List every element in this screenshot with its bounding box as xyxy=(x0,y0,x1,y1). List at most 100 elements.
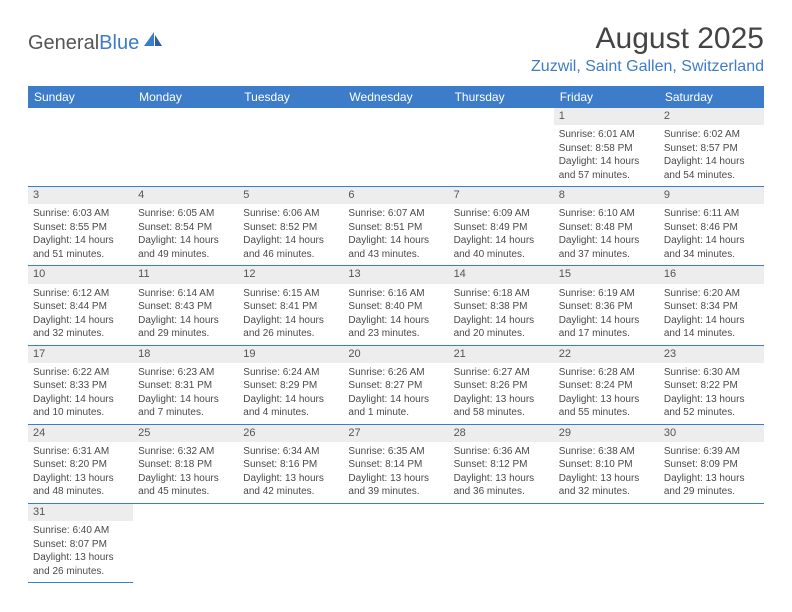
sunset-text: Sunset: 8:10 PM xyxy=(559,458,654,472)
day-details: Sunrise: 6:26 AMSunset: 8:27 PMDaylight:… xyxy=(343,363,448,424)
daylight-text: Daylight: 13 hours and 29 minutes. xyxy=(664,472,759,499)
calendar-cell xyxy=(343,503,448,582)
calendar-body: 1Sunrise: 6:01 AMSunset: 8:58 PMDaylight… xyxy=(28,108,764,583)
calendar-cell: 20Sunrise: 6:26 AMSunset: 8:27 PMDayligh… xyxy=(343,345,448,424)
daylight-text: Daylight: 14 hours and 10 minutes. xyxy=(33,393,128,420)
day-number: 19 xyxy=(238,346,343,363)
daylight-text: Daylight: 14 hours and 49 minutes. xyxy=(138,234,233,261)
sunrise-text: Sunrise: 6:35 AM xyxy=(348,445,443,459)
logo-text-general: General xyxy=(28,32,99,55)
day-number: 23 xyxy=(659,346,764,363)
day-number: 15 xyxy=(554,266,659,283)
day-number: 16 xyxy=(659,266,764,283)
calendar-cell xyxy=(343,108,448,187)
day-details: Sunrise: 6:11 AMSunset: 8:46 PMDaylight:… xyxy=(659,204,764,265)
sunset-text: Sunset: 8:54 PM xyxy=(138,221,233,235)
sunset-text: Sunset: 8:14 PM xyxy=(348,458,443,472)
calendar-cell: 19Sunrise: 6:24 AMSunset: 8:29 PMDayligh… xyxy=(238,345,343,424)
sunrise-text: Sunrise: 6:03 AM xyxy=(33,207,128,221)
calendar-cell xyxy=(449,108,554,187)
calendar-cell: 5Sunrise: 6:06 AMSunset: 8:52 PMDaylight… xyxy=(238,187,343,266)
sunset-text: Sunset: 8:26 PM xyxy=(454,379,549,393)
sunrise-text: Sunrise: 6:36 AM xyxy=(454,445,549,459)
sunset-text: Sunset: 8:07 PM xyxy=(33,538,128,552)
day-number: 12 xyxy=(238,266,343,283)
day-number: 27 xyxy=(343,425,448,442)
daylight-text: Daylight: 13 hours and 55 minutes. xyxy=(559,393,654,420)
sunrise-text: Sunrise: 6:06 AM xyxy=(243,207,338,221)
sunset-text: Sunset: 8:16 PM xyxy=(243,458,338,472)
daylight-text: Daylight: 13 hours and 32 minutes. xyxy=(559,472,654,499)
sunrise-text: Sunrise: 6:16 AM xyxy=(348,287,443,301)
day-details: Sunrise: 6:34 AMSunset: 8:16 PMDaylight:… xyxy=(238,442,343,503)
day-details: Sunrise: 6:07 AMSunset: 8:51 PMDaylight:… xyxy=(343,204,448,265)
calendar-cell: 1Sunrise: 6:01 AMSunset: 8:58 PMDaylight… xyxy=(554,108,659,187)
sunset-text: Sunset: 8:20 PM xyxy=(33,458,128,472)
daylight-text: Daylight: 14 hours and 7 minutes. xyxy=(138,393,233,420)
daylight-text: Daylight: 14 hours and 29 minutes. xyxy=(138,314,233,341)
day-number: 28 xyxy=(449,425,554,442)
sail-icon xyxy=(139,30,164,56)
calendar-cell xyxy=(449,503,554,582)
day-number: 6 xyxy=(343,187,448,204)
daylight-text: Daylight: 14 hours and 32 minutes. xyxy=(33,314,128,341)
day-details: Sunrise: 6:10 AMSunset: 8:48 PMDaylight:… xyxy=(554,204,659,265)
sunset-text: Sunset: 8:57 PM xyxy=(664,142,759,156)
day-details: Sunrise: 6:15 AMSunset: 8:41 PMDaylight:… xyxy=(238,284,343,345)
daylight-text: Daylight: 14 hours and 4 minutes. xyxy=(243,393,338,420)
sunrise-text: Sunrise: 6:12 AM xyxy=(33,287,128,301)
sunrise-text: Sunrise: 6:18 AM xyxy=(454,287,549,301)
day-details: Sunrise: 6:01 AMSunset: 8:58 PMDaylight:… xyxy=(554,125,659,186)
daylight-text: Daylight: 14 hours and 43 minutes. xyxy=(348,234,443,261)
calendar-cell xyxy=(238,503,343,582)
weekday-header: Thursday xyxy=(449,86,554,108)
sunrise-text: Sunrise: 6:14 AM xyxy=(138,287,233,301)
calendar-cell: 8Sunrise: 6:10 AMSunset: 8:48 PMDaylight… xyxy=(554,187,659,266)
daylight-text: Daylight: 14 hours and 57 minutes. xyxy=(559,155,654,182)
calendar-cell: 12Sunrise: 6:15 AMSunset: 8:41 PMDayligh… xyxy=(238,266,343,345)
sunrise-text: Sunrise: 6:31 AM xyxy=(33,445,128,459)
day-number: 26 xyxy=(238,425,343,442)
sunset-text: Sunset: 8:58 PM xyxy=(559,142,654,156)
weekday-header: Monday xyxy=(133,86,238,108)
calendar-cell: 30Sunrise: 6:39 AMSunset: 8:09 PMDayligh… xyxy=(659,424,764,503)
sunset-text: Sunset: 8:18 PM xyxy=(138,458,233,472)
sunrise-text: Sunrise: 6:26 AM xyxy=(348,366,443,380)
sunrise-text: Sunrise: 6:01 AM xyxy=(559,128,654,142)
sunrise-text: Sunrise: 6:27 AM xyxy=(454,366,549,380)
sunrise-text: Sunrise: 6:15 AM xyxy=(243,287,338,301)
calendar-cell: 11Sunrise: 6:14 AMSunset: 8:43 PMDayligh… xyxy=(133,266,238,345)
day-details: Sunrise: 6:31 AMSunset: 8:20 PMDaylight:… xyxy=(28,442,133,503)
calendar-table: SundayMondayTuesdayWednesdayThursdayFrid… xyxy=(28,86,764,583)
day-number: 14 xyxy=(449,266,554,283)
day-details: Sunrise: 6:23 AMSunset: 8:31 PMDaylight:… xyxy=(133,363,238,424)
calendar-cell: 10Sunrise: 6:12 AMSunset: 8:44 PMDayligh… xyxy=(28,266,133,345)
day-details: Sunrise: 6:16 AMSunset: 8:40 PMDaylight:… xyxy=(343,284,448,345)
sunrise-text: Sunrise: 6:22 AM xyxy=(33,366,128,380)
daylight-text: Daylight: 14 hours and 14 minutes. xyxy=(664,314,759,341)
daylight-text: Daylight: 14 hours and 26 minutes. xyxy=(243,314,338,341)
sunrise-text: Sunrise: 6:38 AM xyxy=(559,445,654,459)
calendar-cell: 21Sunrise: 6:27 AMSunset: 8:26 PMDayligh… xyxy=(449,345,554,424)
calendar-cell: 17Sunrise: 6:22 AMSunset: 8:33 PMDayligh… xyxy=(28,345,133,424)
sunset-text: Sunset: 8:24 PM xyxy=(559,379,654,393)
weekday-header: Sunday xyxy=(28,86,133,108)
sunset-text: Sunset: 8:29 PM xyxy=(243,379,338,393)
day-details: Sunrise: 6:18 AMSunset: 8:38 PMDaylight:… xyxy=(449,284,554,345)
daylight-text: Daylight: 13 hours and 39 minutes. xyxy=(348,472,443,499)
day-number: 20 xyxy=(343,346,448,363)
calendar-cell: 29Sunrise: 6:38 AMSunset: 8:10 PMDayligh… xyxy=(554,424,659,503)
calendar-cell: 31Sunrise: 6:40 AMSunset: 8:07 PMDayligh… xyxy=(28,503,133,582)
weekday-header: Tuesday xyxy=(238,86,343,108)
sunset-text: Sunset: 8:12 PM xyxy=(454,458,549,472)
day-details: Sunrise: 6:24 AMSunset: 8:29 PMDaylight:… xyxy=(238,363,343,424)
day-number: 1 xyxy=(554,108,659,125)
day-details: Sunrise: 6:02 AMSunset: 8:57 PMDaylight:… xyxy=(659,125,764,186)
calendar-cell: 28Sunrise: 6:36 AMSunset: 8:12 PMDayligh… xyxy=(449,424,554,503)
daylight-text: Daylight: 14 hours and 34 minutes. xyxy=(664,234,759,261)
day-details: Sunrise: 6:36 AMSunset: 8:12 PMDaylight:… xyxy=(449,442,554,503)
sunset-text: Sunset: 8:31 PM xyxy=(138,379,233,393)
day-details: Sunrise: 6:06 AMSunset: 8:52 PMDaylight:… xyxy=(238,204,343,265)
sunrise-text: Sunrise: 6:34 AM xyxy=(243,445,338,459)
page-header: GeneralBlue August 2025 Zuzwil, Saint Ga… xyxy=(28,22,764,76)
